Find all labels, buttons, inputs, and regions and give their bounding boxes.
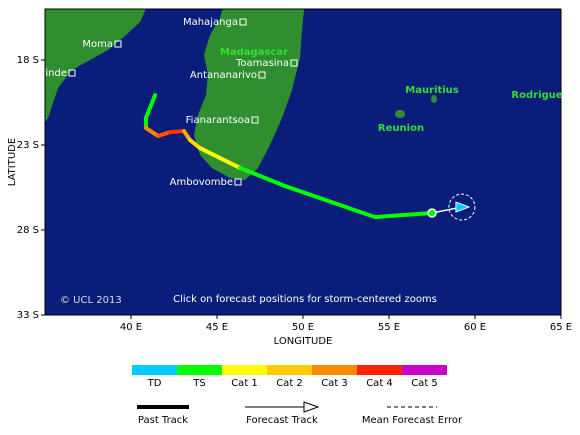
past-track-segment <box>373 211 434 220</box>
forecast-arrow-sample <box>303 401 320 413</box>
region-label: Madagascar <box>220 47 288 58</box>
place-marker <box>68 69 76 77</box>
legend-label: Cat 3 <box>321 378 348 389</box>
legend-swatch <box>357 365 402 375</box>
legend-label: Cat 2 <box>276 378 303 389</box>
x-tick-label: 40 E <box>120 322 142 333</box>
x-axis-label: LONGITUDE <box>274 336 333 347</box>
x-tick-label: 60 E <box>464 322 486 333</box>
legend-label: Cat 1 <box>231 378 258 389</box>
legend-swatch <box>177 365 222 375</box>
y-axis-label: LATITUDE <box>7 138 18 186</box>
legend-label: Cat 4 <box>366 378 393 389</box>
legend-swatch <box>402 365 447 375</box>
place-marker <box>258 71 266 79</box>
place-label: Fianarantsoa <box>186 115 250 126</box>
y-tick-label: 23 S <box>17 140 39 151</box>
forecast-position[interactable] <box>455 201 471 213</box>
place-marker <box>234 178 242 186</box>
place-label: Chinde <box>32 68 67 79</box>
madagascar <box>194 9 305 180</box>
y-tick-label: 28 S <box>17 225 39 236</box>
forecast-error-circle <box>448 193 476 221</box>
region-label: Rodrigue <box>511 90 562 101</box>
legend-label: Cat 5 <box>411 378 438 389</box>
region-label: Reunion <box>378 123 424 134</box>
place-label: Mahajanga <box>183 17 238 28</box>
past-track-segment <box>168 129 186 135</box>
region-label: Mauritius <box>405 85 459 96</box>
place-label: Antananarivo <box>190 70 257 81</box>
land <box>45 9 437 180</box>
copyright: © UCL 2013 <box>60 295 122 306</box>
y-tick-label: 18 S <box>17 55 39 66</box>
legend-swatch <box>312 365 357 375</box>
legend-swatch <box>132 365 177 375</box>
x-tick-label: 55 E <box>378 322 400 333</box>
x-tick-label: 45 E <box>206 322 228 333</box>
place-marker <box>114 40 122 48</box>
place-marker <box>290 59 298 67</box>
past-track-segment <box>187 138 202 151</box>
mauritius-island <box>431 95 437 103</box>
place-label: Moma <box>82 39 113 50</box>
place-marker <box>239 18 247 26</box>
africa <box>45 9 146 123</box>
past-track-segment <box>197 146 243 170</box>
legend-label: TS <box>192 378 205 389</box>
error-legend: Mean Forecast Error <box>362 415 463 426</box>
note: Click on forecast positions for storm-ce… <box>173 294 437 305</box>
x-tick-label: 65 E <box>550 322 572 333</box>
reunion-island <box>395 110 405 118</box>
past-track-segment <box>143 93 158 120</box>
place-label: Ambovombe <box>170 177 233 188</box>
past-legend: Past Track <box>138 415 188 426</box>
y-tick-label: 33 S <box>17 310 39 321</box>
current-position <box>427 208 437 218</box>
past-track-segment <box>143 126 161 138</box>
legend-label: TD <box>147 378 162 389</box>
forecast-legend: Forecast Track <box>246 415 318 426</box>
legend-swatch <box>222 365 267 375</box>
legend-swatch <box>267 365 312 375</box>
place-label: Toamasina <box>235 58 289 69</box>
past-track-segment <box>156 130 173 138</box>
place-marker <box>251 116 259 124</box>
past-track-segment <box>238 165 287 188</box>
x-tick-label: 50 E <box>292 322 314 333</box>
ocean <box>45 9 561 315</box>
past-track-segment <box>282 183 378 220</box>
